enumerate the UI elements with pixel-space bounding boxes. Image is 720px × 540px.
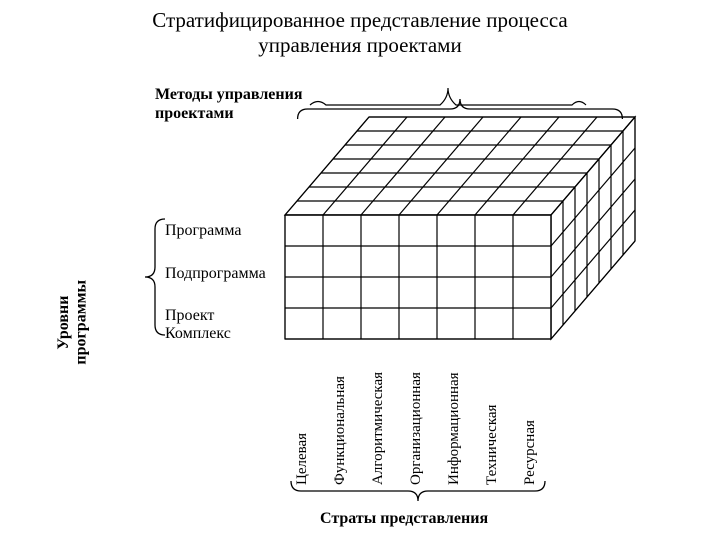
column-label: Организационная	[408, 345, 425, 485]
column-label: Целевая	[294, 345, 311, 485]
level-label: Проект	[165, 307, 214, 325]
column-label: Функциональная	[332, 345, 349, 485]
column-label: Алгоритмическая	[370, 345, 387, 485]
column-label: Информационная	[446, 345, 463, 485]
column-label: Ресурсная	[522, 345, 539, 485]
level-label: Подпрограмма	[165, 265, 266, 283]
column-label: Техническая	[484, 345, 501, 485]
level-label: Комплекс	[165, 325, 231, 343]
x-axis-label: Страты представления	[320, 510, 488, 528]
cube-diagram	[0, 0, 720, 540]
level-label: Программа	[165, 222, 241, 240]
